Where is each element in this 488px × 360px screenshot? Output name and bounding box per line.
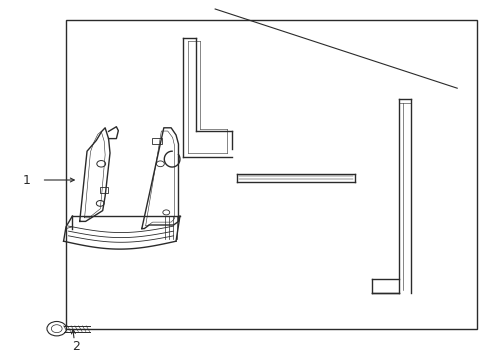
Text: 1: 1 [23,174,31,186]
Text: 2: 2 [72,340,80,353]
Bar [151,138,162,144]
Bar [100,187,107,193]
Bar [66,20,476,329]
